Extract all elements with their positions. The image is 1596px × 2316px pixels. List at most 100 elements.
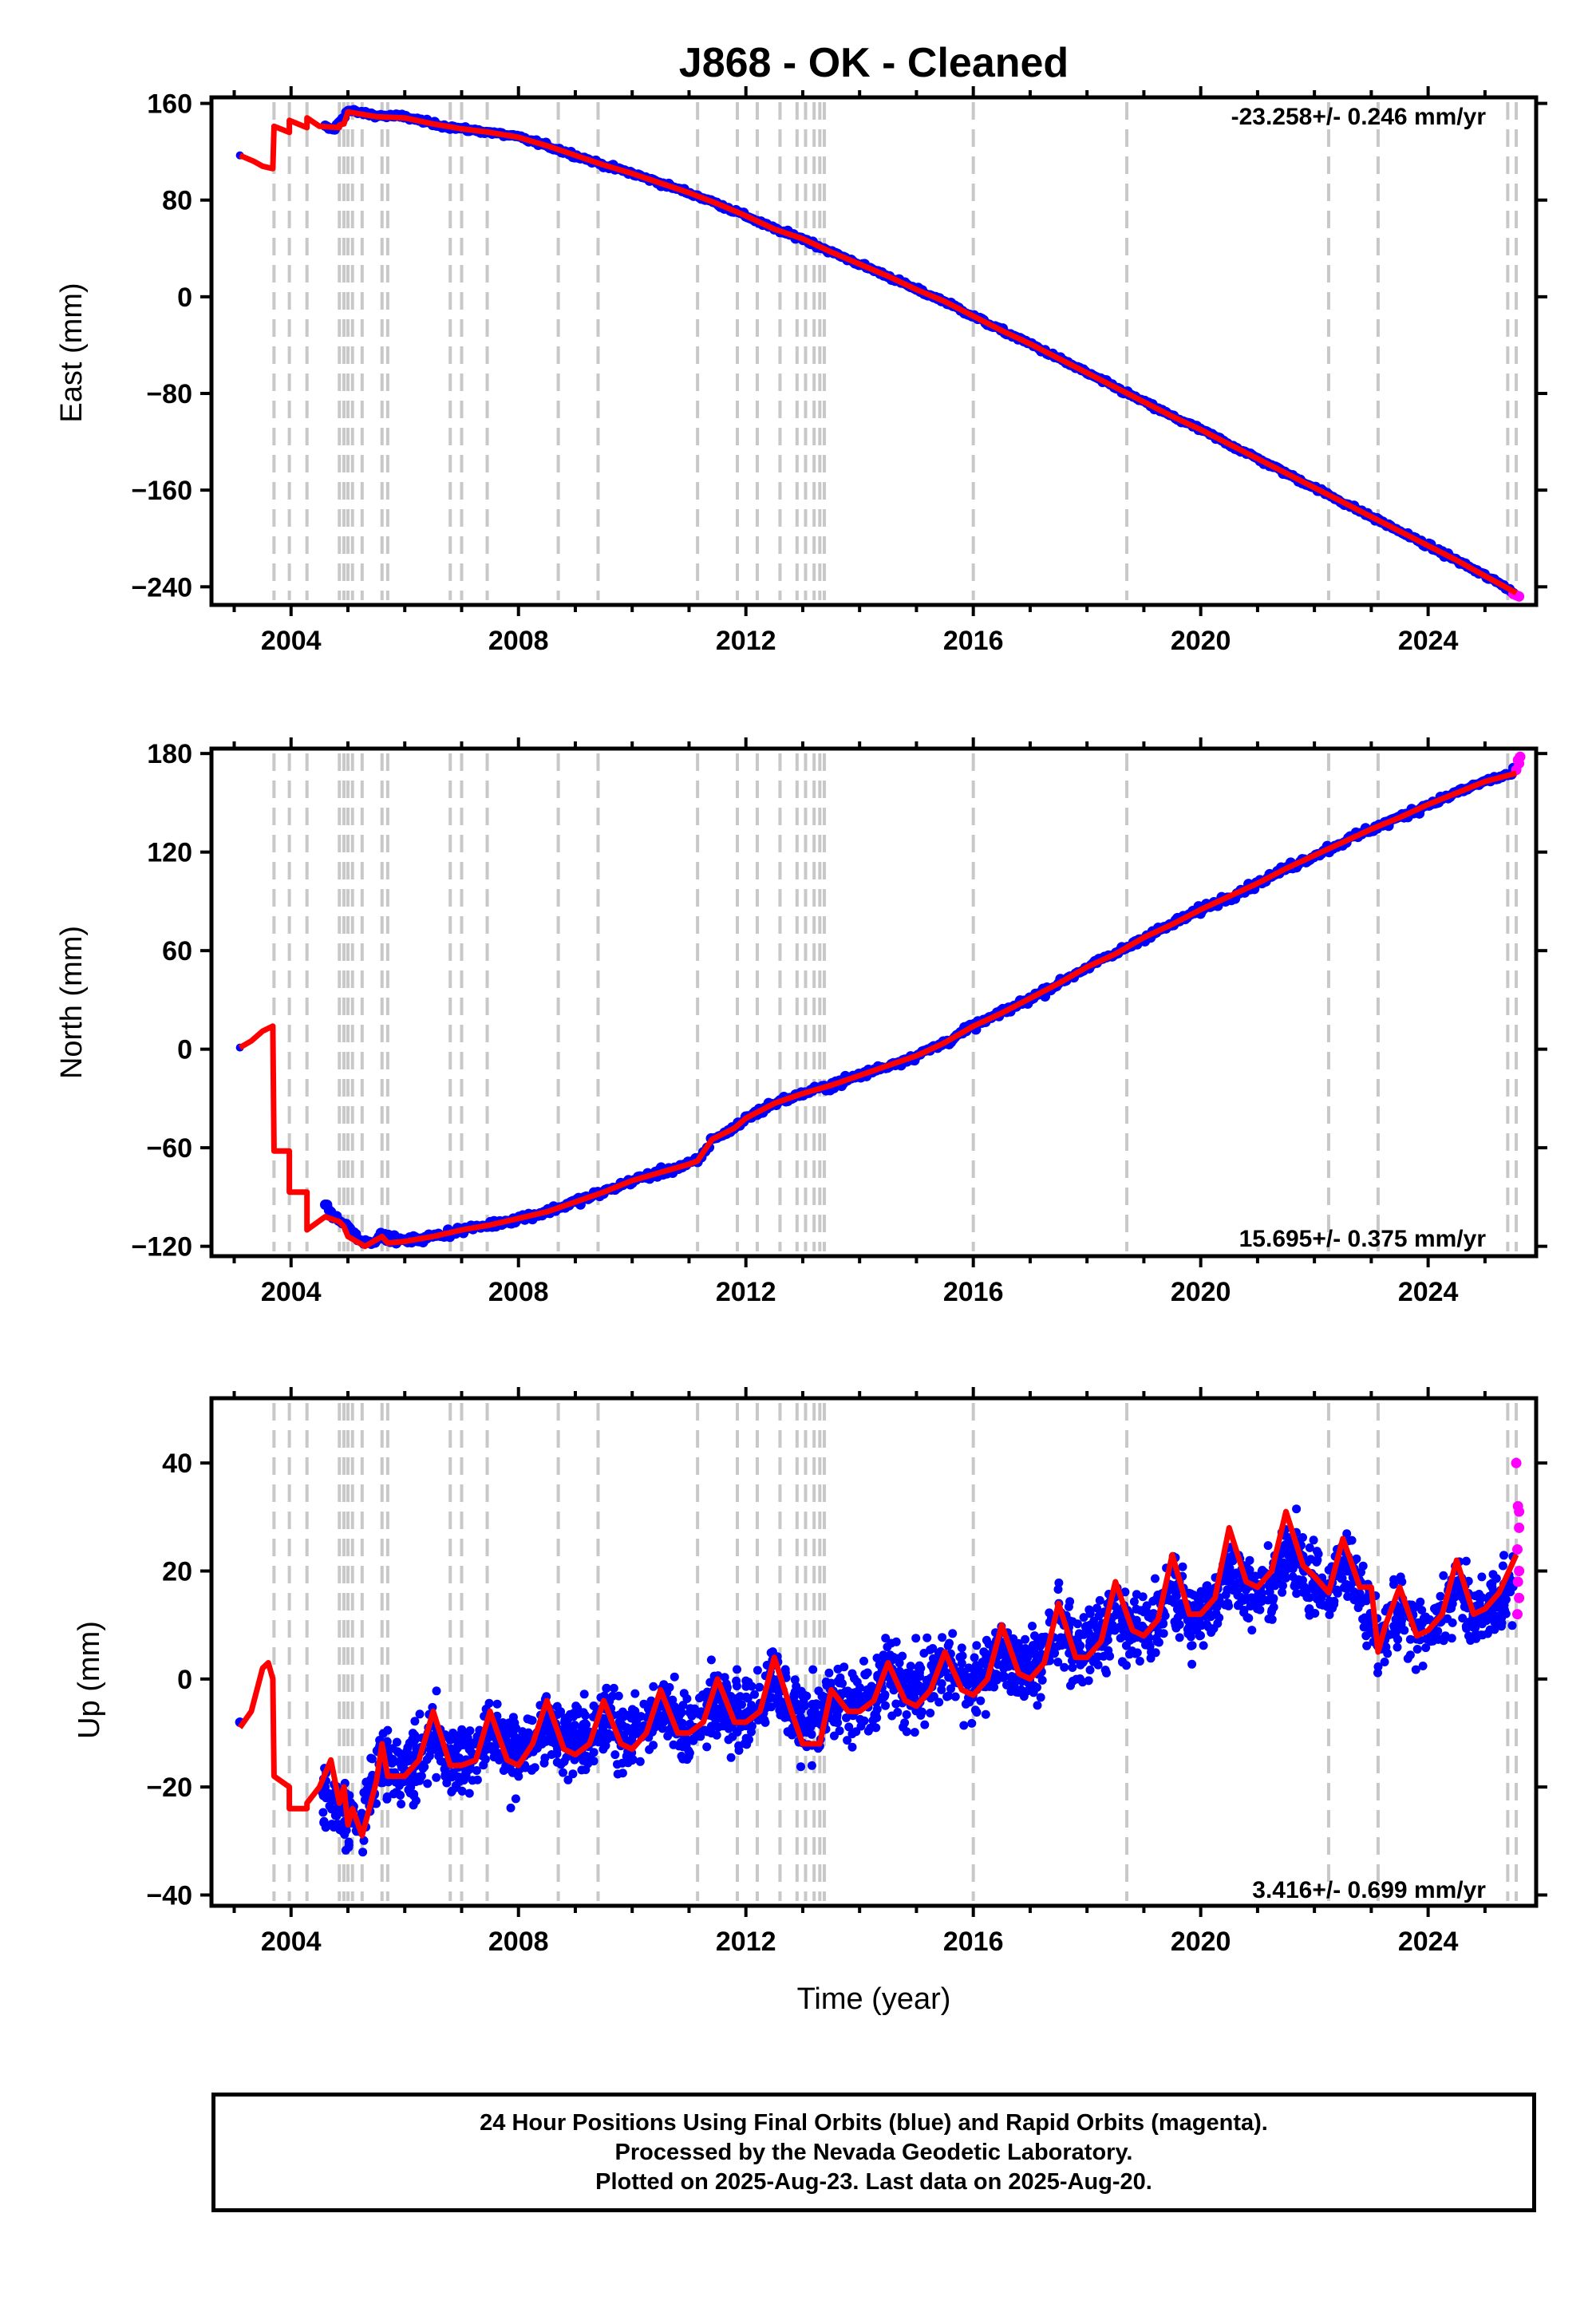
up-final-orbit-point [1233,1601,1242,1611]
north-rate-label: 15.695+/- 0.375 mm/yr [1239,1226,1487,1252]
north-xtick-label: 2020 [1171,1277,1231,1307]
up-final-orbit-point [1414,1618,1424,1627]
up-final-orbit-point [1380,1658,1389,1666]
up-final-orbit-point [1337,1574,1346,1583]
up-final-orbit-point [460,1729,469,1739]
north-xtick-label: 2008 [488,1277,549,1307]
up-final-orbit-point [1178,1562,1187,1571]
up-final-orbit-point [875,1660,884,1670]
up-final-orbit-point [891,1699,901,1709]
up-final-orbit-point [1310,1609,1320,1618]
up-final-orbit-point [659,1717,669,1726]
up-final-orbit-point [1092,1603,1102,1613]
up-final-orbit-point [926,1709,935,1717]
up-final-orbit-point [344,1843,354,1852]
up-final-orbit-point [893,1708,903,1717]
up-final-orbit-point [630,1706,640,1716]
up-final-orbit-point [1258,1566,1267,1575]
up-final-orbit-point [906,1662,915,1671]
up-final-orbit-point [1120,1587,1130,1597]
up-final-orbit-point [539,1758,549,1768]
up-final-orbit-point [1215,1613,1224,1622]
up-final-orbit-point [1175,1633,1184,1642]
up-final-orbit-point [1187,1659,1197,1669]
up-final-orbit-point [432,1686,441,1696]
up-final-orbit-point [726,1753,736,1762]
up-rapid-orbit-point [1511,1609,1523,1620]
up-final-orbit-point [689,1736,698,1745]
north-frame [209,746,1539,1259]
up-final-orbit-point [1269,1603,1278,1612]
up-final-orbit-point [1473,1615,1483,1625]
up-final-orbit-point [746,1705,756,1715]
up-final-orbit-point [790,1675,800,1685]
up-final-orbit-point [1347,1535,1357,1545]
up-final-orbit-point [1175,1607,1185,1617]
up-final-orbit-point [1115,1606,1124,1615]
up-final-orbit-point [395,1749,405,1758]
north-xtick-label: 2012 [716,1277,776,1307]
up-final-orbit-point [1247,1626,1257,1635]
up-final-orbit-point [934,1697,944,1707]
up-final-orbit-point [732,1682,741,1691]
up-final-orbit-point [807,1709,816,1718]
east-xtick-label: 2008 [488,626,549,656]
up-final-orbit-point [971,1667,981,1677]
up-final-orbit-point [851,1692,859,1701]
up-final-orbit-point [1362,1641,1372,1650]
up-final-orbit-point [1034,1642,1044,1651]
up-final-orbit-point [855,1714,865,1724]
up-final-orbit-point [747,1721,757,1731]
up-final-orbit-point [1169,1598,1179,1607]
up-final-orbit-point [506,1803,516,1812]
up-final-orbit-point [1191,1617,1200,1626]
up-final-orbit-point [885,1650,895,1660]
up-final-orbit-point [706,1655,716,1665]
up-final-orbit-point [570,1755,579,1765]
east-axis-label: East (mm) [55,283,89,422]
up-final-orbit-point [755,1682,764,1692]
up-final-orbit-point [842,1713,851,1722]
up-final-orbit-point [1278,1587,1287,1597]
up-final-orbit-point [579,1690,589,1699]
up-final-orbit-point [1478,1630,1487,1640]
up-final-orbit-point [944,1691,954,1701]
up-final-orbit-point [1093,1660,1103,1670]
up-final-orbit-point [1239,1606,1249,1614]
up-final-orbit-point [598,1745,608,1754]
up-final-orbit-point [780,1665,790,1674]
up-final-orbit-point [1184,1622,1194,1631]
up-final-orbit-point [1292,1589,1302,1599]
up-final-orbit-point [595,1732,604,1741]
up-final-orbit-point [1507,1621,1517,1630]
up-final-orbit-point [844,1722,854,1732]
up-final-orbit-point [958,1651,967,1661]
up-final-orbit-point [718,1721,728,1731]
east-xtick-label: 2004 [261,626,322,656]
up-final-orbit-point [392,1737,401,1747]
up-final-orbit-point [579,1708,588,1717]
up-xtick-label: 2012 [716,1927,776,1957]
up-final-orbit-point [527,1765,537,1774]
up-final-orbit-point [832,1710,842,1720]
up-final-orbit-point [397,1761,406,1769]
up-final-orbit-point [1037,1633,1047,1642]
up-final-orbit-point [566,1709,575,1719]
up-final-orbit-point [1422,1634,1432,1644]
up-final-orbit-point [360,1795,369,1804]
up-final-orbit-point [970,1653,979,1662]
up-final-orbit-point [342,1825,351,1835]
up-final-orbit-point [1209,1624,1219,1634]
up-axis-label: Up (mm) [73,1621,106,1739]
up-xtick-label: 2008 [488,1927,549,1957]
up-final-orbit-point [1343,1592,1353,1601]
up-final-orbit-point [1254,1590,1263,1599]
up-ytick-label: −20 [146,1773,192,1803]
up-final-orbit-point [406,1781,416,1791]
up-final-orbit-point [575,1734,584,1744]
up-rapid-orbit-points [1511,1457,1525,1620]
up-final-orbit-point [695,1694,704,1703]
up-final-orbit-point [1189,1591,1199,1600]
up-final-orbit-point [1132,1648,1142,1658]
up-final-orbit-point [1151,1574,1159,1583]
